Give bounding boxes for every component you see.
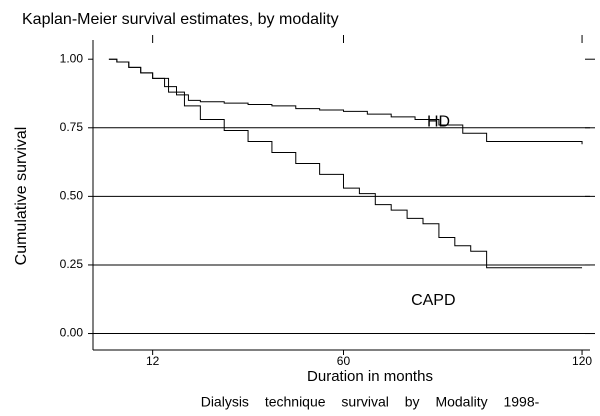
y-axis-label: Cumulative survival (13, 127, 30, 266)
x-tick-label: 60 (337, 354, 351, 368)
y-tick-label: 0.25 (60, 257, 84, 271)
y-tick-label: 0.00 (60, 326, 84, 340)
survival-curve (108, 58, 583, 145)
y-tick-label: 0.75 (60, 120, 84, 134)
caption: Dialysis technique survival by Modality … (201, 394, 540, 410)
chart-title: Kaplan-Meier survival estimates, by moda… (22, 11, 339, 28)
curve-label: HD (427, 114, 450, 131)
y-tick-label: 0.50 (60, 189, 84, 203)
curve-label: CAPD (411, 292, 455, 309)
y-tick-label: 1.00 (60, 51, 84, 65)
x-axis-label: Duration in months (307, 368, 433, 385)
survival-curve (108, 58, 583, 269)
x-tick-label: 12 (146, 354, 160, 368)
x-tick-label: 120 (572, 354, 592, 368)
